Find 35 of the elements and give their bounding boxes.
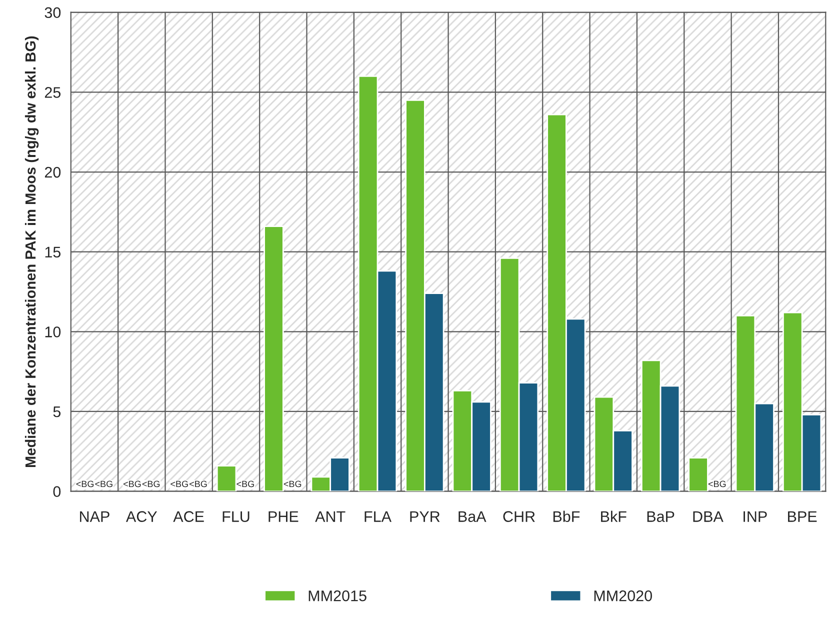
y-tick-label: 20 (44, 166, 61, 178)
x-tick-label: PHE (268, 511, 298, 522)
x-tick-label: BkF (601, 510, 626, 522)
x-tick-label: FLA (364, 511, 392, 522)
text: <BG (76, 480, 94, 488)
y-tick-label: 25 (44, 87, 61, 98)
text: <BG (142, 480, 160, 488)
x-tick-label: PYR (410, 511, 440, 522)
x-tick-label: BaP (647, 511, 674, 522)
text: <BG (190, 480, 207, 488)
x-tick-label: ANT (315, 511, 346, 522)
y-tick-label: 0 (53, 486, 61, 497)
text: <BG (124, 480, 141, 488)
x-tick-label: FLU (222, 511, 250, 522)
x-tick-label: BPE (788, 511, 817, 522)
x-tick-label: INP (744, 511, 767, 522)
x-tick-label: DBA (693, 511, 724, 522)
legend-label: MM2015 (308, 590, 366, 602)
text: <BG (236, 480, 254, 488)
y-tick-label: 30 (44, 7, 61, 18)
x-tick-label: ACE (173, 511, 204, 522)
text: <BG (708, 480, 726, 488)
y-tick-label: 5 (53, 406, 61, 418)
x-tick-label: ACY (126, 511, 158, 522)
y-axis-title: Mediane der Konzentrationen PAK im Moos (ng/g dw exkl. BG) (24, 36, 39, 468)
text: <BG (170, 480, 188, 488)
y-tick-label: 15 (45, 246, 61, 258)
x-tick-label: CHR (503, 511, 535, 522)
text: <BG (284, 480, 302, 488)
text: <BG (95, 480, 112, 488)
x-tick-label: BbF (553, 510, 580, 522)
x-tick-label: BaA (458, 511, 486, 522)
x-tick-label: NAP (80, 511, 110, 522)
legend-label: MM2020 (594, 590, 652, 602)
y-tick-label: 10 (45, 326, 61, 338)
